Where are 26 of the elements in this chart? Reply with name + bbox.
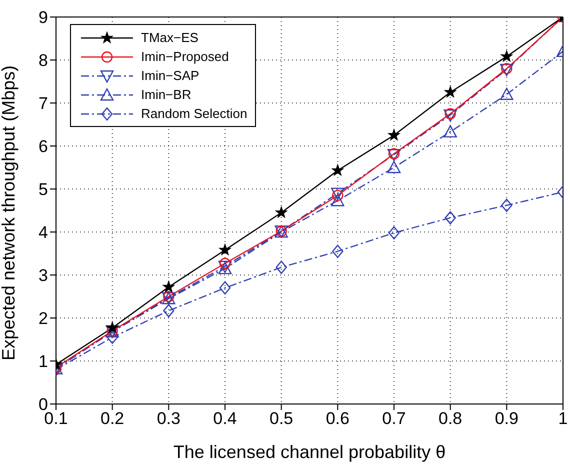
x-tick-label: 0.7 <box>382 409 406 428</box>
x-tick-label: 0.3 <box>156 409 180 428</box>
y-tick-label: 4 <box>38 223 48 242</box>
y-tick-label: 5 <box>38 180 48 200</box>
y-tick-label: 6 <box>38 137 48 156</box>
legend-label: Imin−BR <box>141 87 192 102</box>
y-tick-label: 1 <box>38 352 48 372</box>
x-tick-label: 0.1 <box>44 409 68 428</box>
legend-label: Imin−Proposed <box>141 49 229 64</box>
x-tick-label: 0.5 <box>270 409 294 428</box>
y-tick-label: 2 <box>38 309 48 328</box>
x-tick-label: 0.8 <box>438 409 462 428</box>
y-tick-label: 9 <box>38 8 48 28</box>
y-axis-title: Expected network throughput (Mbps) <box>0 65 18 360</box>
y-tick-label: 8 <box>38 51 48 70</box>
x-tick-label: 0.4 <box>213 409 237 428</box>
x-tick-label: 0.6 <box>326 409 350 428</box>
legend-label: Random Selection <box>141 106 248 121</box>
y-tick-label: 3 <box>38 266 48 286</box>
legend-label: Imin−SAP <box>141 68 200 83</box>
x-tick-label: 0.2 <box>100 409 124 428</box>
x-tick-label: 1 <box>558 409 568 428</box>
y-tick-label: 7 <box>38 94 48 114</box>
legend-label: TMax−ES <box>141 30 198 45</box>
x-tick-label: 0.9 <box>494 409 518 428</box>
x-axis-title: The licensed channel probability θ <box>173 442 446 462</box>
